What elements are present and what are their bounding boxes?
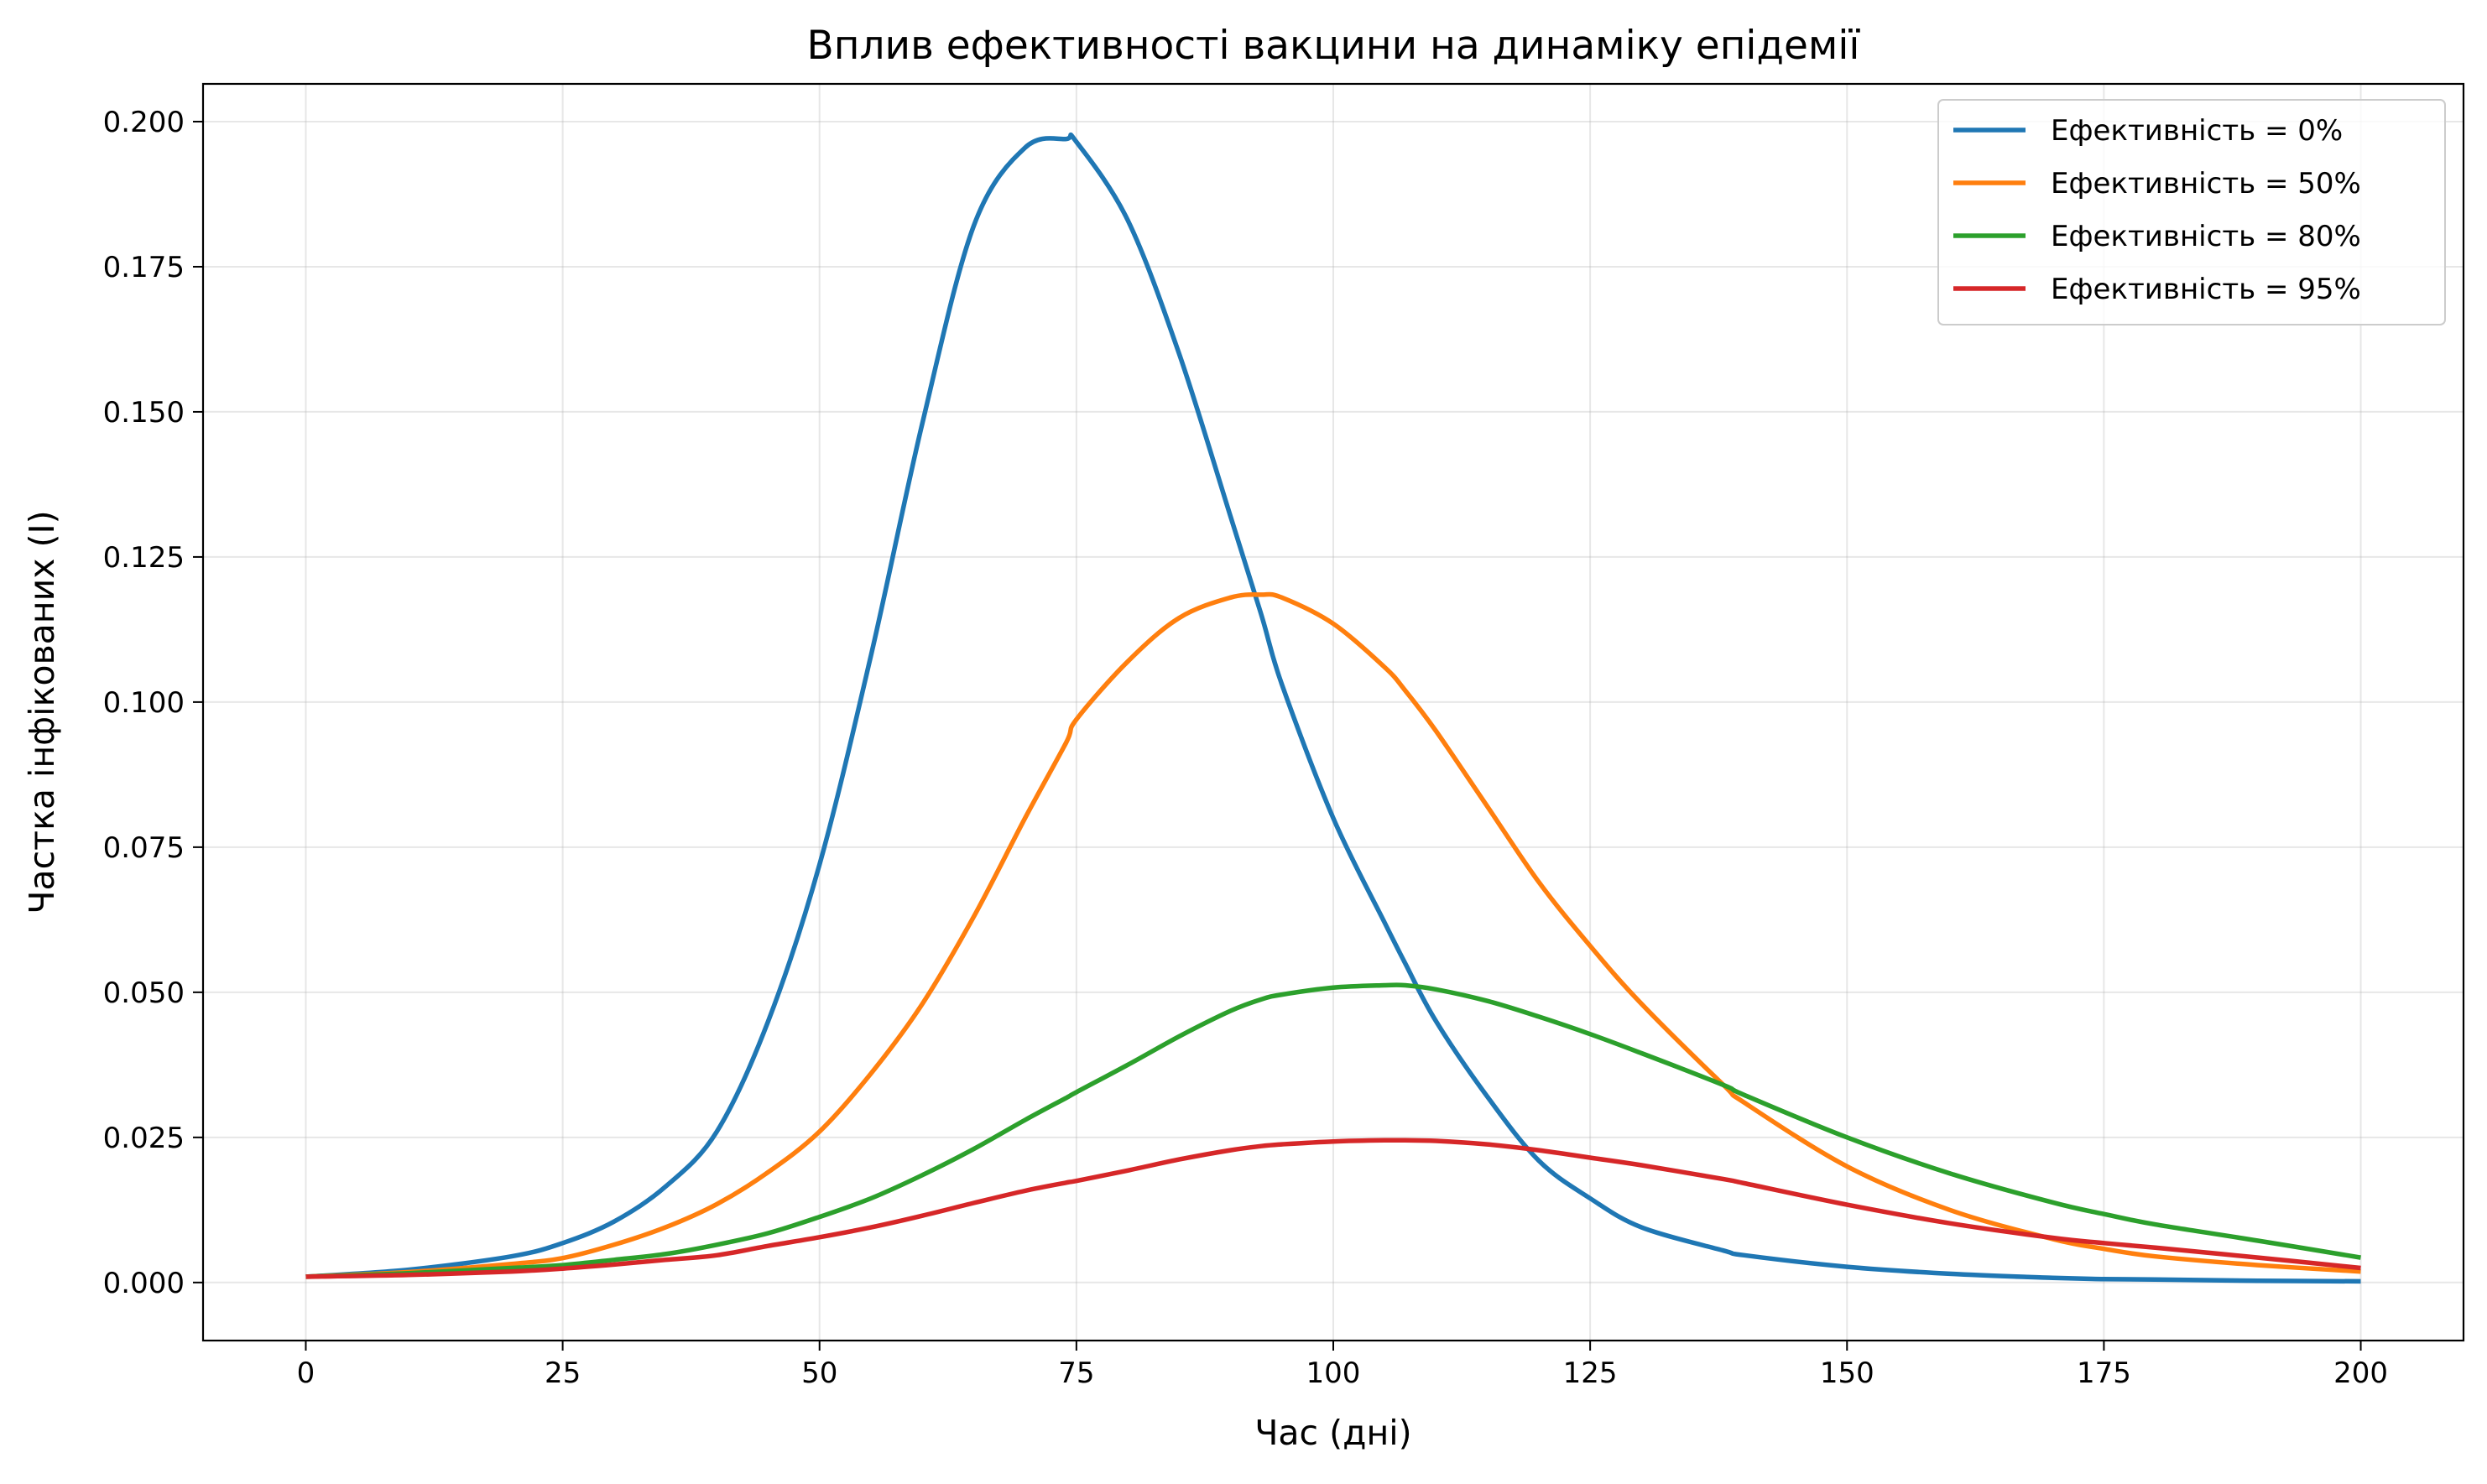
y-tick-label: 0.000 <box>103 1267 185 1300</box>
x-tick-label: 50 <box>801 1356 837 1390</box>
x-tick-label: 25 <box>545 1356 581 1390</box>
x-tick-label: 100 <box>1306 1356 1361 1390</box>
legend-box <box>1937 99 2446 325</box>
legend-label: Ефективність = 95% <box>2051 273 2361 306</box>
series-line-2 <box>305 982 2361 1279</box>
ticks: 0 25 50 75 100 125 150 175 200 0.000 0.025 0.050 0.0… <box>103 106 2388 1390</box>
x-tick-label: 0 <box>297 1356 315 1390</box>
legend-label: Ефективність = 0% <box>2051 114 2343 148</box>
x-tick-label: 175 <box>2077 1356 2131 1390</box>
series-line-1 <box>305 591 2361 1279</box>
series-line-3 <box>305 1138 2361 1279</box>
legend: Ефективність = 0% Ефективність = 50% Ефект… <box>1937 99 2446 325</box>
x-tick-label: 150 <box>1820 1356 1874 1390</box>
series-line-0 <box>305 132 2361 1284</box>
legend-label: Ефективність = 50% <box>2051 167 2361 200</box>
series-layer <box>305 132 2361 1284</box>
y-tick-label: 0.200 <box>103 106 185 139</box>
y-tick-label: 0.025 <box>103 1122 185 1155</box>
chart-title: Вплив ефективності вакцини на динаміку е… <box>807 23 1861 69</box>
x-tick-label: 125 <box>1563 1356 1618 1390</box>
y-tick-label: 0.100 <box>103 686 185 720</box>
y-tick-label: 0.175 <box>103 251 185 284</box>
legend-label: Ефективність = 80% <box>2051 220 2361 253</box>
y-tick-label: 0.050 <box>103 976 185 1010</box>
x-tick-label: 200 <box>2333 1356 2388 1390</box>
y-tick-label: 0.150 <box>103 396 185 430</box>
x-axis-label: Час (дні) <box>1254 1413 1411 1453</box>
x-tick-label: 75 <box>1058 1356 1094 1390</box>
y-tick-label: 0.125 <box>103 541 185 575</box>
y-axis-label: Частка інфікованих (I) <box>22 510 62 914</box>
y-tick-label: 0.075 <box>103 831 185 865</box>
